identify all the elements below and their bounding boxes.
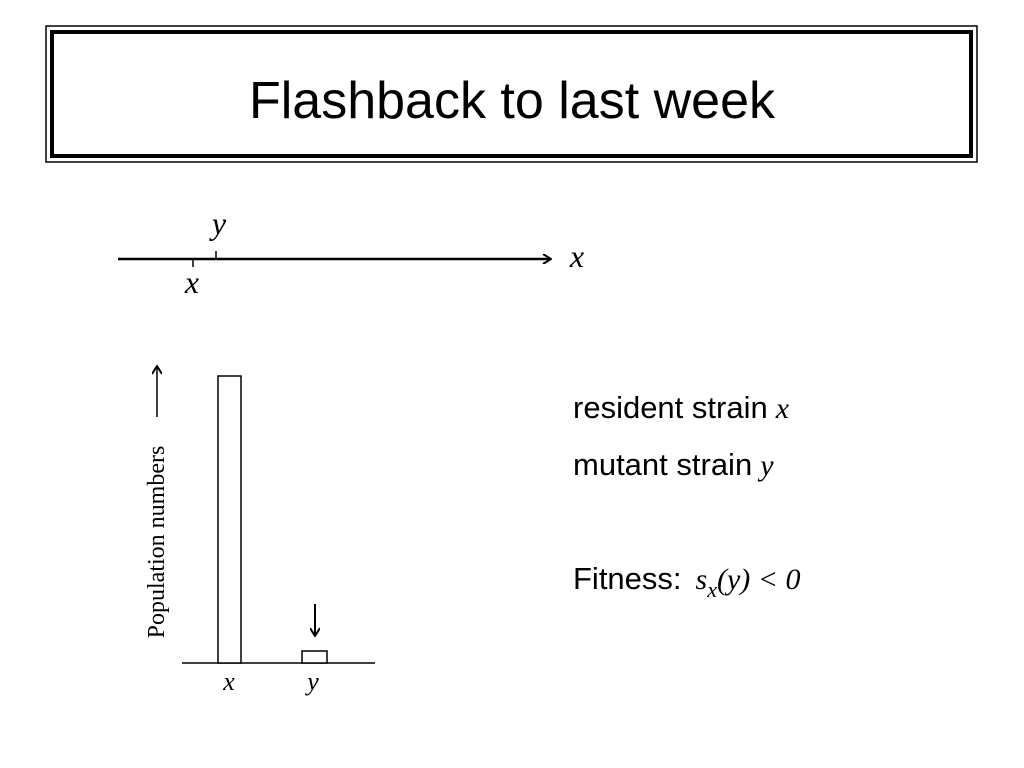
title-box-outer xyxy=(45,25,978,163)
fitness-function: s xyxy=(696,563,708,596)
category-label: y xyxy=(304,667,319,696)
legend-resident: resident strain x xyxy=(573,390,790,425)
legend-symbol: y xyxy=(757,449,774,482)
fitness-subscript: x xyxy=(706,577,717,602)
title: Flashback to last week xyxy=(249,72,776,130)
legend-text: resident strain xyxy=(573,390,768,425)
bar xyxy=(217,375,242,664)
bar xyxy=(301,650,328,664)
category-label: x xyxy=(222,667,235,696)
fitness: Fitness: sx(y) < 0 xyxy=(573,561,801,602)
title-box-inner xyxy=(50,30,973,158)
legend-symbol: x xyxy=(775,392,790,425)
tick-label: y xyxy=(209,205,227,241)
tick-label: x xyxy=(184,264,199,300)
axis-label: x xyxy=(569,238,584,274)
legend-mutant: mutant strain y xyxy=(573,447,774,482)
legend-text: mutant strain xyxy=(573,447,752,482)
fitness-label: Fitness: xyxy=(573,561,682,596)
fitness-rest: (y) < 0 xyxy=(717,563,801,596)
y-axis-label: Population numbers xyxy=(144,446,170,639)
